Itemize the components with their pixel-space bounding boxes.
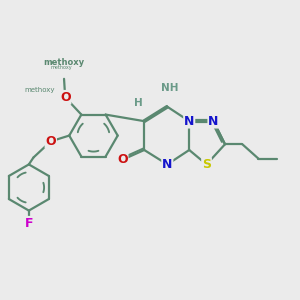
Text: methoxy: methoxy [50,65,72,70]
Text: N: N [208,115,219,128]
Text: methoxy: methoxy [44,58,85,67]
Text: N: N [184,115,194,128]
Text: methoxy: methoxy [24,87,55,93]
Text: S: S [202,158,211,171]
Text: H: H [134,98,143,108]
Text: O: O [117,153,128,166]
Text: F: F [25,217,33,230]
Text: N: N [162,158,172,171]
Text: NH: NH [161,83,179,93]
Text: O: O [60,91,70,104]
Text: O: O [46,135,56,148]
